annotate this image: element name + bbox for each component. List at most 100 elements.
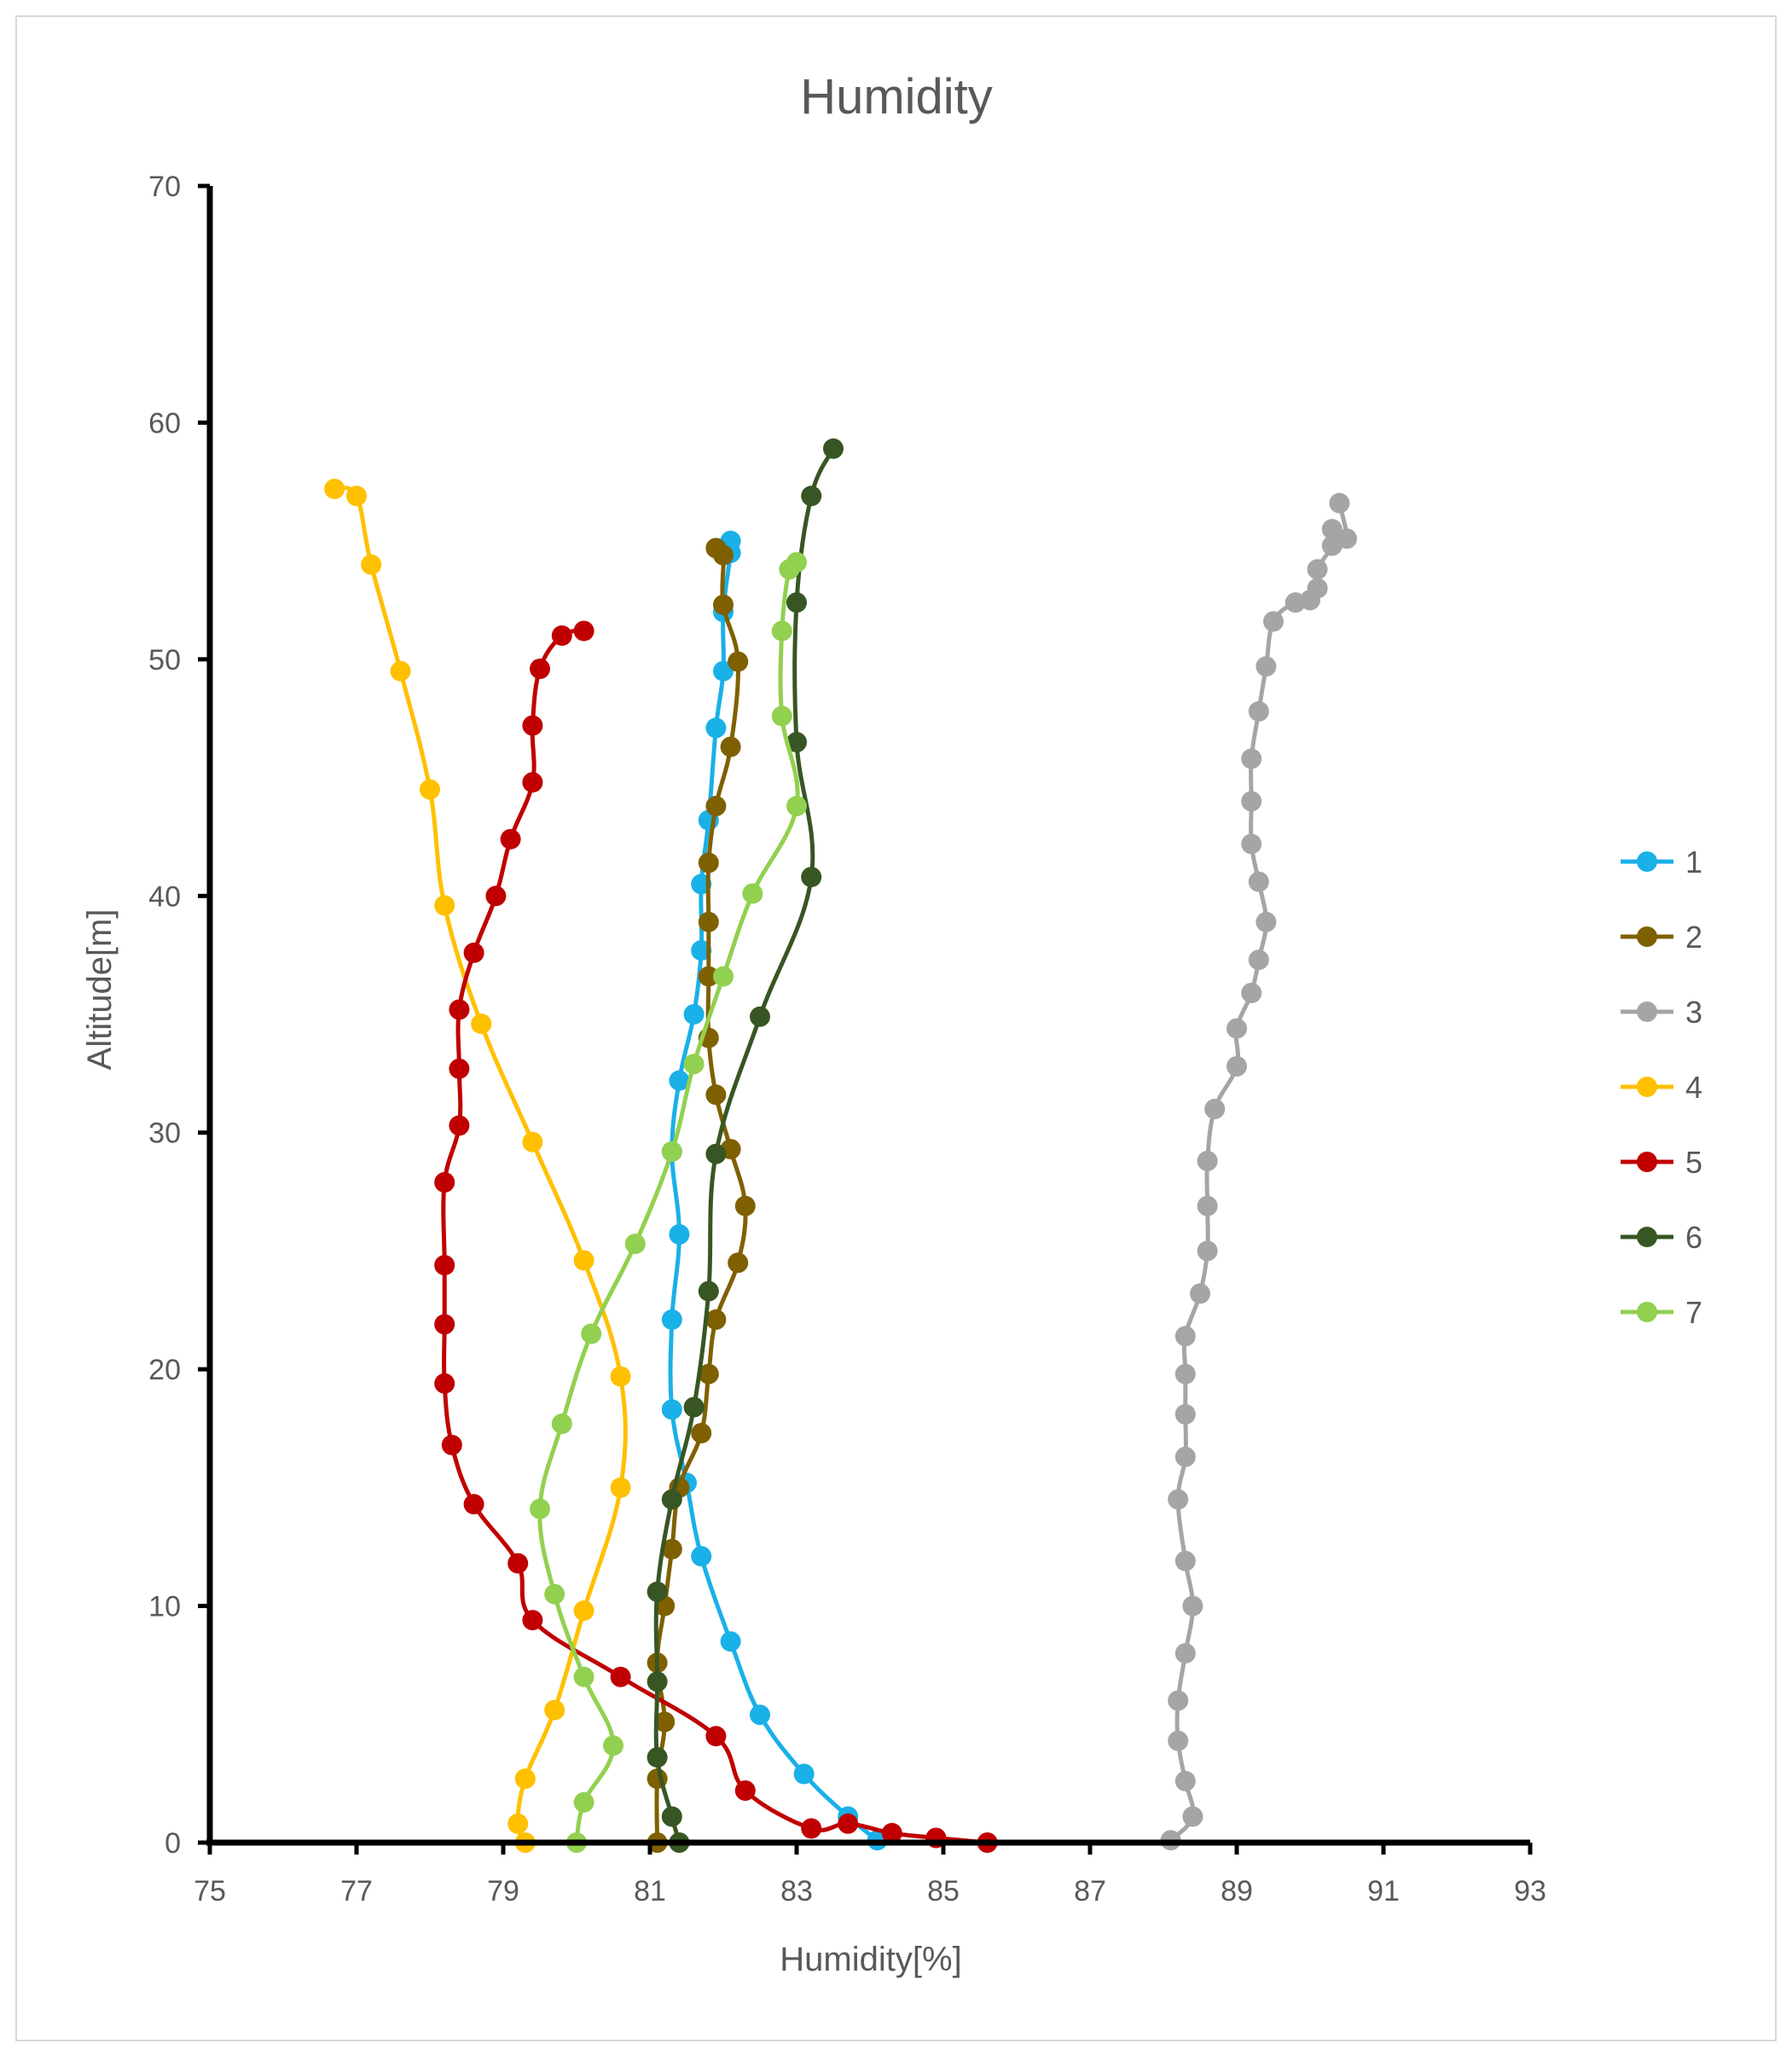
series-5-point	[500, 828, 521, 850]
series-5-point	[838, 1813, 859, 1834]
series-2-point	[728, 1252, 749, 1274]
y-tick-label: 60	[148, 407, 181, 439]
series-5-point	[485, 885, 507, 907]
series-1-point	[705, 717, 727, 739]
legend-marker	[1637, 1302, 1657, 1322]
series-5-point	[463, 1494, 484, 1515]
legend-label: 7	[1685, 1295, 1702, 1330]
series-2-point	[705, 1084, 727, 1106]
series-1-point	[793, 1763, 815, 1785]
series-6-point	[661, 1806, 682, 1827]
y-tick-label: 40	[148, 880, 181, 913]
series-1-point	[661, 1399, 682, 1420]
series-7-point	[624, 1234, 646, 1255]
series-5-point	[734, 1780, 756, 1801]
x-tick-label: 93	[1514, 1875, 1546, 1907]
series-7-point	[581, 1323, 602, 1344]
legend-marker	[1637, 1001, 1657, 1022]
series-4-point	[610, 1366, 631, 1387]
series-5-point	[449, 1115, 470, 1136]
series-3-point	[1241, 983, 1262, 1003]
series-2-point	[728, 651, 749, 672]
series-2-point	[698, 852, 719, 874]
chart-title: Humidity	[800, 69, 993, 125]
series-7-point	[786, 795, 807, 816]
series-6-point	[647, 1671, 668, 1692]
x-tick-label: 83	[780, 1875, 813, 1907]
series-2-point	[705, 1309, 727, 1330]
legend-entry-7: 7	[1621, 1295, 1702, 1330]
series-5-point	[463, 942, 484, 963]
axes-layer: 0 10 20 30 40 50 60 70 75 77 79 81 83 85 87 89 91 93	[148, 171, 1546, 1907]
series-4-point	[471, 1013, 492, 1035]
series-6-point	[786, 592, 807, 613]
series-5-point	[551, 625, 572, 647]
legend-marker	[1637, 926, 1657, 947]
series-4-point	[610, 1477, 631, 1498]
series-4-point	[507, 1813, 529, 1834]
legend-entry-5: 5	[1621, 1145, 1702, 1180]
series-4-point	[573, 1600, 594, 1622]
series-4-point	[346, 485, 367, 507]
series-3-point	[1174, 1643, 1196, 1664]
series-2-point	[720, 736, 741, 758]
x-tick-label: 77	[340, 1875, 373, 1907]
series-2-point	[705, 795, 727, 816]
series-5-point	[705, 1726, 727, 1747]
series-3-point	[1182, 1595, 1203, 1617]
series-5-point	[610, 1666, 631, 1687]
series-7-point	[742, 883, 763, 904]
legend-marker	[1637, 1152, 1657, 1172]
y-axis-title: Altitude[m]	[81, 909, 119, 1071]
series-4-point	[573, 1250, 594, 1271]
series-4-point	[434, 895, 455, 916]
series-7-point	[530, 1498, 550, 1519]
series-5	[434, 620, 998, 1853]
legend-entry-6: 6	[1621, 1220, 1702, 1255]
series-7-point	[713, 966, 734, 987]
series-6-point	[698, 1280, 719, 1302]
series-3-point	[1256, 911, 1277, 932]
series-4	[324, 479, 631, 1853]
series-5-point	[434, 1255, 455, 1276]
series-6-point	[750, 1006, 770, 1027]
series-3-point	[1190, 1283, 1210, 1304]
series-1	[661, 531, 888, 1851]
series-6	[647, 438, 844, 1853]
series-7-point	[771, 620, 792, 642]
series-3	[1160, 492, 1357, 1851]
series-3-point	[1197, 1151, 1218, 1171]
series-3-point	[1248, 949, 1269, 971]
series-5-point	[449, 999, 470, 1020]
series-1-point	[669, 1224, 690, 1245]
legend-entry-2: 2	[1621, 920, 1702, 955]
series-1-point	[669, 1070, 690, 1091]
series-3-point	[1174, 1403, 1196, 1425]
x-tick-label: 89	[1221, 1875, 1253, 1907]
y-tick-label: 30	[148, 1118, 181, 1150]
series-3-point	[1174, 1363, 1196, 1385]
series-5-point	[801, 1818, 822, 1839]
series-6-point	[801, 867, 822, 888]
series-5-point	[449, 1058, 470, 1079]
series-1-point	[713, 660, 734, 682]
series-7-point	[573, 1791, 594, 1813]
series-7-point	[603, 1735, 623, 1756]
series-4-point	[420, 779, 440, 800]
y-tick-label: 10	[148, 1591, 181, 1623]
series-6-point	[661, 1489, 682, 1510]
legend-entry-4: 4	[1621, 1070, 1702, 1105]
series-3-point	[1307, 559, 1328, 580]
x-tick-label: 87	[1074, 1875, 1106, 1907]
series-4-line	[332, 485, 628, 1845]
series-3-point	[1241, 833, 1262, 855]
series-1-point	[691, 940, 712, 961]
series-6-point	[801, 485, 822, 507]
series-layer	[324, 438, 1357, 1853]
series-5-point	[530, 659, 550, 679]
x-tick-label: 75	[194, 1875, 226, 1907]
series-5-point	[522, 772, 543, 793]
series-3-point	[1174, 1326, 1196, 1347]
legend-marker	[1637, 851, 1657, 872]
